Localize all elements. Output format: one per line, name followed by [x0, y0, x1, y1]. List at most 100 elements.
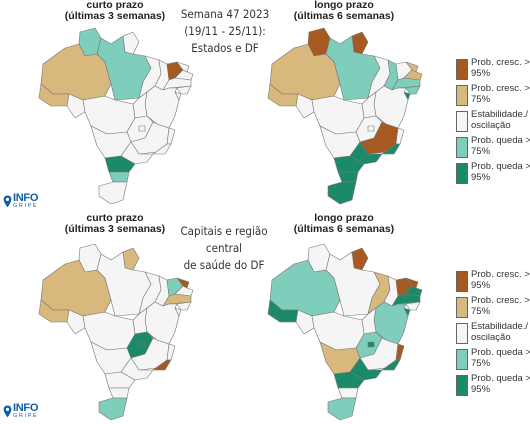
- capitals-short-term-map: [38, 243, 194, 421]
- state-pr: [333, 155, 365, 173]
- state-df: [367, 125, 375, 132]
- legend-item: Estabilidade./ oscilação: [456, 109, 530, 135]
- state-sc: [108, 171, 130, 183]
- legend-label: Prob. cresc. > 95%: [471, 269, 530, 291]
- state-ro: [295, 309, 315, 335]
- state-ap: [351, 247, 369, 271]
- state-al: [176, 301, 192, 311]
- state-ap: [351, 31, 369, 55]
- state-al: [405, 301, 421, 311]
- title-line: (últimas 3 semanas): [64, 10, 166, 22]
- state-pr: [333, 371, 365, 389]
- legend-swatch: [456, 111, 468, 132]
- legend-item: Prob. queda > 75%: [456, 347, 530, 373]
- logo-sub-text: GRIPE: [13, 413, 39, 419]
- state-ro: [295, 93, 315, 119]
- state-mt: [82, 95, 136, 135]
- capitals-center-title: Capitais e região central de saúde do DF: [164, 223, 284, 274]
- title-line: Semana 47 2023: [180, 7, 270, 21]
- state-sc: [337, 387, 359, 399]
- legend-states: Prob. cresc. > 95% Prob. cresc. > 75% Es…: [456, 57, 530, 187]
- title-line: (19/11 - 25/11):: [184, 24, 266, 38]
- state-df: [138, 125, 146, 132]
- legend-item: Prob. cresc. > 75%: [456, 83, 530, 109]
- state-ro: [66, 93, 86, 119]
- title-line: (últimas 3 semanas): [64, 223, 166, 235]
- legend-item: Prob. queda > 95%: [456, 161, 530, 187]
- capitals-short-term-title: curto prazo (últimas 3 semanas): [50, 213, 180, 235]
- title-line: de saúde do DF: [183, 258, 265, 272]
- legend-label: Prob. queda > 75%: [471, 347, 530, 369]
- capitals-panel: curto prazo (últimas 3 semanas) Capitais…: [0, 212, 530, 424]
- infogripe-logo: INFO GRIPE: [3, 403, 38, 419]
- legend-label: Prob. queda > 75%: [471, 135, 530, 157]
- legend-capitals: Prob. cresc. > 95% Prob. cresc. > 75% Es…: [456, 269, 530, 399]
- state-rs: [327, 397, 357, 421]
- logo-main-text: INFO: [13, 402, 39, 414]
- title-line: curto prazo: [86, 0, 144, 11]
- states-panel: curto prazo (últimas 3 semanas) Semana 4…: [3, 0, 530, 209]
- legend-swatch: [456, 271, 468, 292]
- state-rj: [152, 143, 172, 155]
- legend-swatch: [456, 137, 468, 158]
- title-line: (últimas 6 semanas): [293, 223, 395, 235]
- legend-item: Prob. cresc. > 95%: [456, 269, 530, 295]
- title-line: longo prazo: [314, 0, 374, 11]
- legend-label: Prob. queda > 95%: [471, 373, 530, 395]
- state-ap: [122, 31, 140, 55]
- infogripe-logo: INFO GRIPE: [3, 193, 38, 209]
- states-center-title: Semana 47 2023 (19/11 - 25/11): Estados …: [165, 6, 285, 57]
- state-ap: [122, 247, 140, 271]
- states-long-term-map: [267, 27, 423, 205]
- legend-label: Prob. cresc. > 95%: [471, 57, 530, 79]
- title-line: curto prazo: [86, 212, 144, 224]
- state-rj: [152, 359, 172, 371]
- legend-label: Prob. cresc. > 75%: [471, 83, 530, 105]
- title-line: Estados e DF: [191, 41, 259, 55]
- logo-sub-text: GRIPE: [13, 203, 39, 209]
- title-line: (últimas 6 semanas): [293, 10, 395, 22]
- legend-swatch: [456, 163, 468, 184]
- legend-swatch: [456, 349, 468, 370]
- state-sc: [337, 171, 359, 183]
- state-mt: [311, 311, 365, 351]
- state-al: [405, 85, 421, 95]
- legend-swatch: [456, 59, 468, 80]
- capitals-long-term-title: longo prazo (últimas 6 semanas): [279, 213, 409, 235]
- capitals-long-term-map: [267, 243, 423, 421]
- title-line: longo prazo: [314, 212, 374, 224]
- legend-label: Estabilidade./ oscilação: [471, 109, 529, 131]
- legend-item: Prob. cresc. > 95%: [456, 57, 530, 83]
- legend-swatch: [456, 323, 468, 344]
- states-short-term-title: curto prazo (últimas 3 semanas): [50, 0, 180, 22]
- state-pr: [104, 371, 136, 389]
- legend-label: Estabilidade./ oscilação: [471, 321, 529, 343]
- legend-label: Prob. cresc. > 75%: [471, 295, 530, 317]
- state-mt: [82, 311, 136, 351]
- legend-swatch: [456, 375, 468, 396]
- states-long-term-title: longo prazo (últimas 6 semanas): [279, 0, 409, 22]
- location-pin-icon: [3, 195, 12, 207]
- title-line: Capitais e região central: [180, 224, 268, 255]
- state-rs: [98, 181, 128, 205]
- state-mt: [311, 95, 365, 135]
- state-rs: [98, 397, 128, 421]
- state-sc: [108, 387, 130, 399]
- location-pin-icon: [3, 405, 12, 417]
- state-rj: [381, 143, 401, 155]
- state-pr: [104, 155, 136, 173]
- legend-swatch: [456, 85, 468, 106]
- state-df: [367, 341, 375, 348]
- legend-item: Estabilidade./ oscilação: [456, 321, 530, 347]
- legend-item: Prob. queda > 75%: [456, 135, 530, 161]
- state-al: [176, 85, 192, 95]
- legend-item: Prob. cresc. > 75%: [456, 295, 530, 321]
- legend-swatch: [456, 297, 468, 318]
- legend-item: Prob. queda > 95%: [456, 373, 530, 399]
- state-rs: [327, 181, 357, 205]
- state-rj: [381, 359, 401, 371]
- states-short-term-map: [38, 27, 194, 205]
- state-df: [138, 341, 146, 348]
- logo-main-text: INFO: [13, 192, 39, 204]
- legend-label: Prob. queda > 95%: [471, 161, 530, 183]
